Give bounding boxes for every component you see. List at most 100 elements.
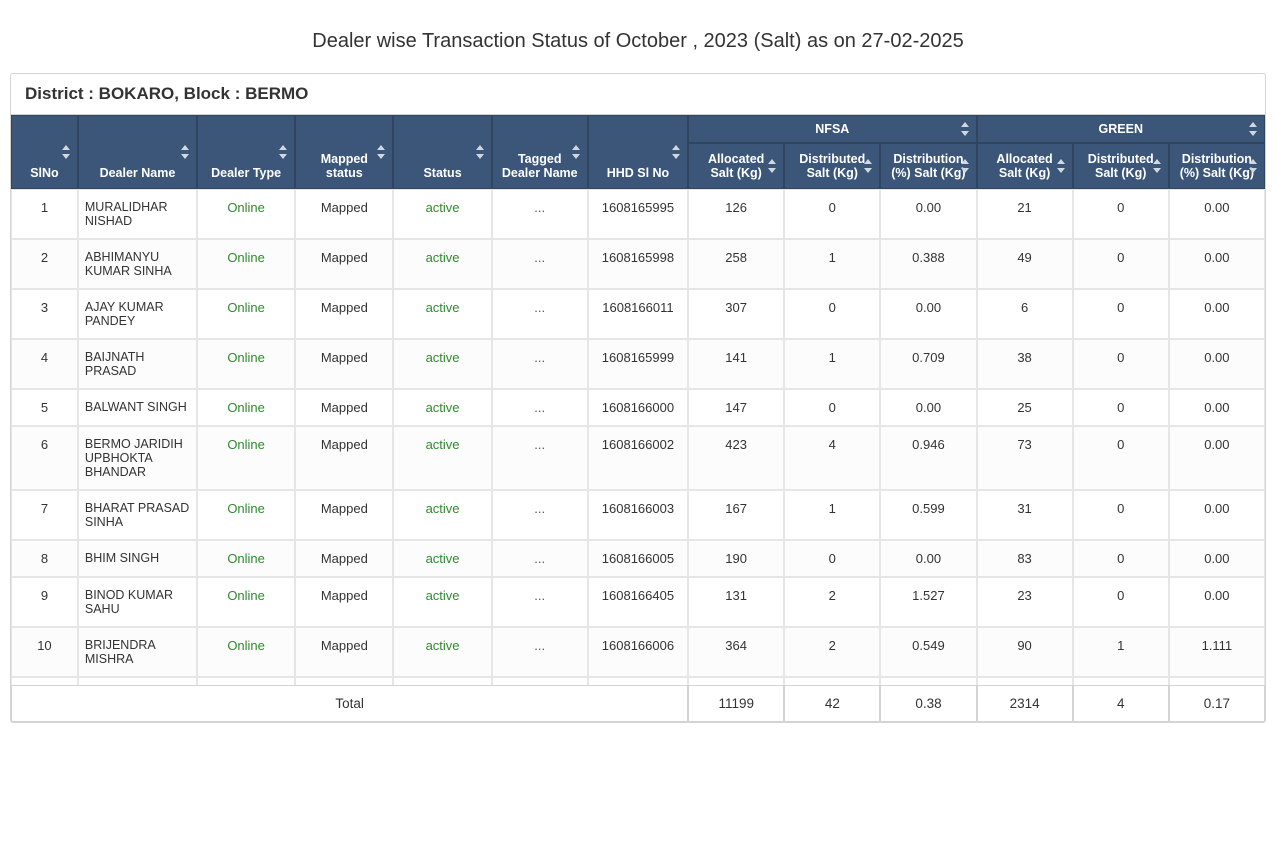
col-slno[interactable]: SlNo bbox=[11, 115, 78, 189]
cell-type: Online bbox=[197, 540, 295, 577]
cell-mapped: Mapped bbox=[295, 189, 393, 239]
sort-icon bbox=[863, 159, 873, 173]
cell-g_alloc: 90 bbox=[977, 627, 1073, 677]
panel-header: District : BOKARO, Block : BERMO bbox=[11, 74, 1265, 115]
cell-g_pct: 0.00 bbox=[1169, 577, 1265, 627]
cell-hhd: 1608166003 bbox=[588, 490, 688, 540]
col-green-dist[interactable]: Distributed Salt (Kg) bbox=[1073, 143, 1169, 189]
cell-type: Online bbox=[197, 339, 295, 389]
cell-type: Online bbox=[197, 189, 295, 239]
sort-icon bbox=[1248, 122, 1258, 136]
col-mapped-status[interactable]: Mapped status bbox=[295, 115, 393, 189]
cell-mapped: Mapped bbox=[295, 239, 393, 289]
cell-g_pct: 0.00 bbox=[1169, 490, 1265, 540]
cell-g_pct: 1.111 bbox=[1169, 627, 1265, 677]
cell-mapped: Mapped bbox=[295, 490, 393, 540]
cell-g_dist: 0 bbox=[1073, 339, 1169, 389]
cell-status: active bbox=[393, 577, 491, 627]
col-nfsa-alloc-label: Allocated Salt (Kg) bbox=[708, 152, 764, 180]
cell-g_dist: 1 bbox=[1073, 627, 1169, 677]
cell-type: Online bbox=[197, 490, 295, 540]
sort-icon bbox=[1056, 159, 1066, 173]
sort-icon bbox=[376, 145, 386, 159]
totals-label: Total bbox=[11, 685, 688, 722]
cell-tagged: ... bbox=[492, 677, 588, 685]
cell-n_pct: 0.00 bbox=[880, 289, 976, 339]
cell-n_alloc: 126 bbox=[688, 189, 784, 239]
cell-slno: 10 bbox=[11, 627, 78, 677]
cell-g_dist: 0 bbox=[1073, 189, 1169, 239]
cell-g_dist: 0 bbox=[1073, 389, 1169, 426]
cell-n_dist: 2 bbox=[784, 627, 880, 677]
cell-slno: 8 bbox=[11, 540, 78, 577]
cell-slno: 6 bbox=[11, 426, 78, 490]
cell-g_pct: 0.00 bbox=[1169, 339, 1265, 389]
cell-status: active bbox=[393, 540, 491, 577]
cell-n_dist: 0 bbox=[784, 289, 880, 339]
col-dealer-name[interactable]: Dealer Name bbox=[78, 115, 197, 189]
cell-status: active bbox=[393, 426, 491, 490]
col-dealer-name-label: Dealer Name bbox=[100, 166, 176, 180]
cell-mapped: Mapped bbox=[295, 577, 393, 627]
col-group-nfsa[interactable]: NFSA bbox=[688, 115, 976, 143]
cell-tagged: ... bbox=[492, 239, 588, 289]
col-dealer-type[interactable]: Dealer Type bbox=[197, 115, 295, 189]
cell-g_pct: 0.00 bbox=[1169, 677, 1265, 685]
col-group-green-label: GREEN bbox=[1099, 122, 1143, 136]
cell-n_dist: 1 bbox=[784, 677, 880, 685]
col-group-green[interactable]: GREEN bbox=[977, 115, 1266, 143]
cell-slno: 7 bbox=[11, 490, 78, 540]
col-green-pct[interactable]: Distribution (%) Salt (Kg) bbox=[1169, 143, 1265, 189]
cell-g_pct: 0.00 bbox=[1169, 289, 1265, 339]
table-row: 7BHARAT PRASAD SINHAOnlineMappedactive..… bbox=[11, 490, 1265, 540]
cell-hhd: 1608166050 bbox=[588, 677, 688, 685]
cell-mapped: Mapped bbox=[295, 389, 393, 426]
cell-g_alloc: 6 bbox=[977, 289, 1073, 339]
cell-dealer: BHARAT PRASAD SINHA bbox=[78, 490, 197, 540]
cell-n_pct: 0.946 bbox=[880, 426, 976, 490]
cell-mapped: Mapped bbox=[295, 289, 393, 339]
table-row: 10BRIJENDRA MISHRAOnlineMappedactive...1… bbox=[11, 627, 1265, 677]
cell-n_alloc: 307 bbox=[688, 289, 784, 339]
sort-icon bbox=[278, 145, 288, 159]
cell-g_alloc: 49 bbox=[977, 239, 1073, 289]
totals-nfsa-alloc: 11199 bbox=[688, 685, 784, 722]
cell-slno: 2 bbox=[11, 239, 78, 289]
sort-icon bbox=[960, 159, 970, 173]
cell-n_pct: 0.704 bbox=[880, 677, 976, 685]
cell-g_pct: 0.00 bbox=[1169, 426, 1265, 490]
sort-icon bbox=[180, 145, 190, 159]
col-green-alloc-label: Allocated Salt (Kg) bbox=[996, 152, 1052, 180]
cell-slno: 5 bbox=[11, 389, 78, 426]
col-hhd-label: HHD Sl No bbox=[607, 166, 670, 180]
cell-n_alloc: 131 bbox=[688, 577, 784, 627]
cell-n_dist: 1 bbox=[784, 490, 880, 540]
col-green-alloc[interactable]: Allocated Salt (Kg) bbox=[977, 143, 1073, 189]
cell-g_dist: 0 bbox=[1073, 677, 1169, 685]
cell-n_dist: 4 bbox=[784, 426, 880, 490]
col-status[interactable]: Status bbox=[393, 115, 491, 189]
col-nfsa-dist[interactable]: Distributed Salt (Kg) bbox=[784, 143, 880, 189]
cell-n_alloc: 190 bbox=[688, 540, 784, 577]
cell-status: active bbox=[393, 189, 491, 239]
table-row: 11Dinesh Kumar BhadaniOnlineMappedactive… bbox=[11, 677, 1265, 685]
totals-green-pct: 0.17 bbox=[1169, 685, 1265, 722]
cell-g_dist: 0 bbox=[1073, 289, 1169, 339]
cell-hhd: 1608166006 bbox=[588, 627, 688, 677]
cell-type: Online bbox=[197, 239, 295, 289]
cell-g_alloc: 83 bbox=[977, 540, 1073, 577]
totals-green-alloc: 2314 bbox=[977, 685, 1073, 722]
table-row: 1MURALIDHAR NISHADOnlineMappedactive...1… bbox=[11, 189, 1265, 239]
col-nfsa-alloc[interactable]: Allocated Salt (Kg) bbox=[688, 143, 784, 189]
table-row: 6BERMO JARIDIH UPBHOKTA BHANDAROnlineMap… bbox=[11, 426, 1265, 490]
dealer-table: SlNo Dealer Name Dealer Type Mapped stat… bbox=[11, 115, 1265, 685]
table-row: 3AJAY KUMAR PANDEYOnlineMappedactive...1… bbox=[11, 289, 1265, 339]
col-nfsa-pct[interactable]: Distribution (%) Salt (Kg) bbox=[880, 143, 976, 189]
table-row: 8BHIM SINGHOnlineMappedactive...16081660… bbox=[11, 540, 1265, 577]
col-tagged-dealer[interactable]: Tagged Dealer Name bbox=[492, 115, 588, 189]
sort-icon bbox=[61, 145, 71, 159]
cell-slno: 1 bbox=[11, 189, 78, 239]
cell-dealer: Dinesh Kumar Bhadani bbox=[78, 677, 197, 685]
col-hhd[interactable]: HHD Sl No bbox=[588, 115, 688, 189]
cell-tagged: ... bbox=[492, 627, 588, 677]
